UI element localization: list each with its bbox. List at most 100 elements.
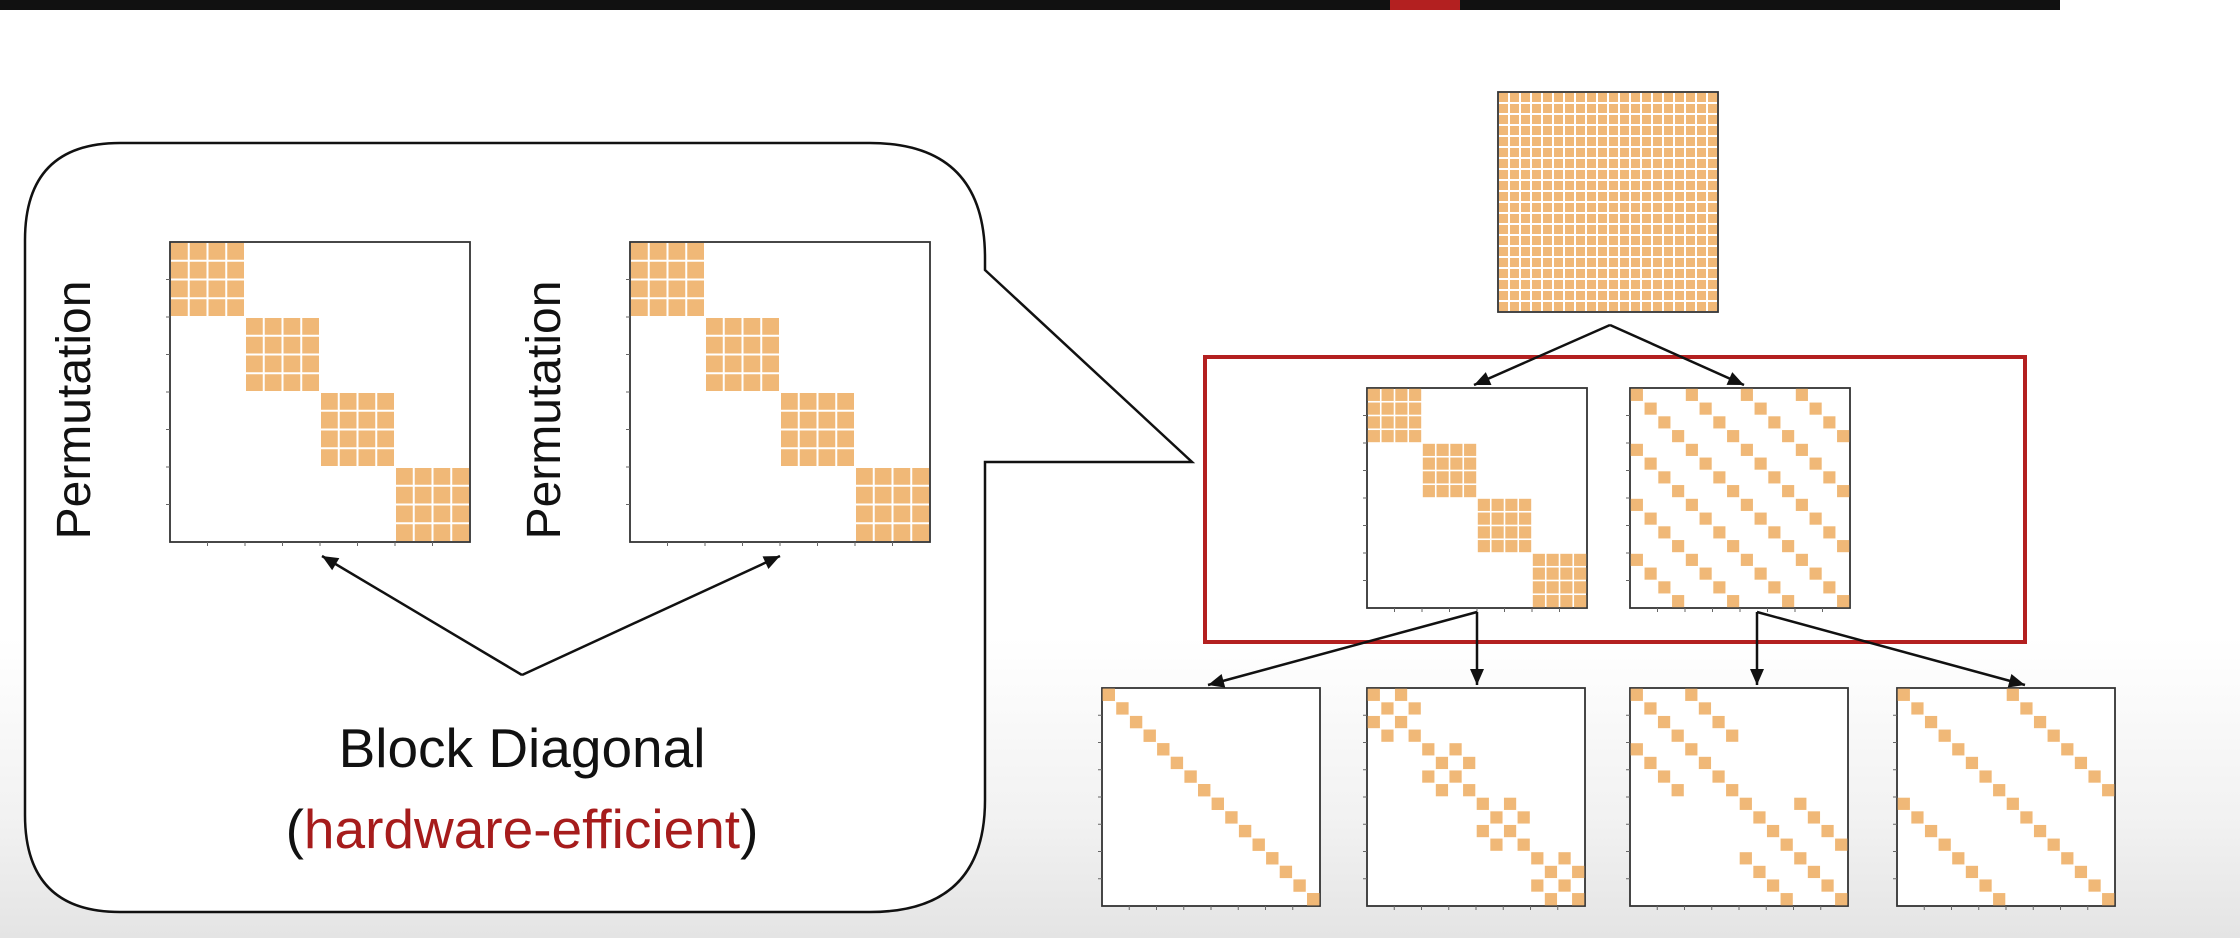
matrix-cell <box>358 411 376 429</box>
close-paren: ) <box>740 798 758 860</box>
matrix-cell <box>1609 137 1618 146</box>
matrix-cell <box>1642 280 1651 289</box>
matrix-cell <box>1463 756 1476 770</box>
matrix-cell <box>189 261 207 279</box>
matrix-cell <box>1620 126 1629 135</box>
matrix-cell <box>1823 526 1836 539</box>
matrix-cell <box>1491 540 1504 553</box>
matrix-cell <box>302 374 319 391</box>
matrix-cell <box>1510 115 1519 124</box>
matrix-cell <box>631 280 648 298</box>
matrix-cell <box>762 374 779 391</box>
matrix-cell <box>1565 258 1574 267</box>
matrix-cell <box>1576 214 1585 223</box>
matrix-cell <box>1491 512 1504 525</box>
matrix-cell <box>1576 93 1585 102</box>
matrix-cell <box>433 468 451 485</box>
matrix-cell <box>1672 485 1685 498</box>
matrix-cell <box>1708 247 1717 256</box>
matrix-cell <box>1576 170 1585 179</box>
matrix-cell <box>687 299 704 316</box>
matrix-cell <box>1708 225 1717 234</box>
matrix-cell <box>912 486 929 504</box>
matrix-cell <box>1436 457 1449 470</box>
matrix-cell <box>1554 225 1563 234</box>
arrow-to-left-permutation-head <box>322 556 340 571</box>
matrix-cell <box>2020 702 2033 715</box>
matrix-cell <box>1554 247 1563 256</box>
matrix-cell <box>1631 269 1640 278</box>
matrix-cell <box>668 280 686 298</box>
matrix-cell <box>1686 269 1695 278</box>
matrix-cell <box>1587 104 1596 113</box>
matrix-cell <box>1644 402 1657 415</box>
matrix-cell <box>1993 784 2006 797</box>
matrix-cell <box>1558 879 1571 892</box>
matrix-cell <box>837 449 854 466</box>
matrix-cell <box>452 524 469 541</box>
matrix-cell <box>1697 104 1706 113</box>
matrix-cell <box>1565 126 1574 135</box>
matrix-cell <box>631 299 648 316</box>
matrix-cell <box>1598 192 1607 201</box>
matrix-cell <box>1653 115 1662 124</box>
matrix-cell <box>1697 236 1706 245</box>
matrix-cell <box>1395 430 1408 443</box>
matrix-cell <box>1653 192 1662 201</box>
matrix-cell <box>837 430 854 448</box>
arrow-to-factor-1-shaft <box>1207 610 1478 687</box>
matrix-cell <box>1664 159 1673 168</box>
arrow-to-right-permutation-head <box>762 556 780 570</box>
matrix-cell <box>377 411 394 429</box>
matrix-cell <box>1587 214 1596 223</box>
matrix-cell <box>1574 581 1587 594</box>
matrix-cell <box>1697 225 1706 234</box>
matrix-cell <box>1532 291 1541 300</box>
arrow-dense-to-strided-shaft <box>1609 323 1745 387</box>
matrix-cell <box>1642 181 1651 190</box>
dense-matrix <box>1497 91 1719 313</box>
matrix-cell <box>1686 148 1695 157</box>
matrix-cell <box>1699 567 1712 580</box>
matrix-cell <box>706 318 723 335</box>
matrix-cell <box>1675 181 1684 190</box>
matrix-cell <box>1686 192 1695 201</box>
matrix-cell <box>1642 302 1651 311</box>
matrix-cell <box>1644 457 1657 470</box>
matrix-cell <box>1464 471 1477 484</box>
matrix-cell <box>1739 797 1752 810</box>
block-diagonal-matrix-middle <box>1363 387 1588 612</box>
matrix-cell <box>1952 852 1965 865</box>
matrix-cell <box>1664 236 1673 245</box>
matrix-cell <box>1554 258 1563 267</box>
matrix-cell <box>414 486 432 504</box>
matrix-cell <box>1620 104 1629 113</box>
matrix-cell <box>452 505 469 523</box>
matrix-cell <box>1543 203 1552 212</box>
matrix-cell <box>283 318 301 335</box>
matrix-cell <box>1464 485 1477 498</box>
matrix-cell <box>1675 93 1684 102</box>
matrix-cell <box>1782 595 1795 608</box>
matrix-cell <box>1657 715 1671 729</box>
matrix-cell <box>1672 540 1685 553</box>
matrix-cell <box>1598 291 1607 300</box>
matrix-cell <box>1450 485 1463 498</box>
matrix-cell <box>452 468 469 485</box>
matrix-cell <box>1572 865 1585 879</box>
matrix-cell <box>1837 595 1850 608</box>
matrix-cell <box>1979 879 1992 892</box>
matrix-cell <box>396 468 413 485</box>
matrix-cell <box>1766 879 1780 892</box>
matrix-cell <box>1653 137 1662 146</box>
matrix-cell <box>1664 170 1673 179</box>
matrix-cell <box>1554 137 1563 146</box>
matrix-cell <box>1631 93 1640 102</box>
matrix-cell <box>1631 192 1640 201</box>
block-diagonal-caption: Block Diagonal <box>339 717 706 779</box>
matrix-cell <box>1521 181 1530 190</box>
matrix-cell <box>208 299 226 316</box>
matrix-cell <box>1653 104 1662 113</box>
matrix-cell <box>818 393 836 410</box>
matrix-cell <box>1697 269 1706 278</box>
